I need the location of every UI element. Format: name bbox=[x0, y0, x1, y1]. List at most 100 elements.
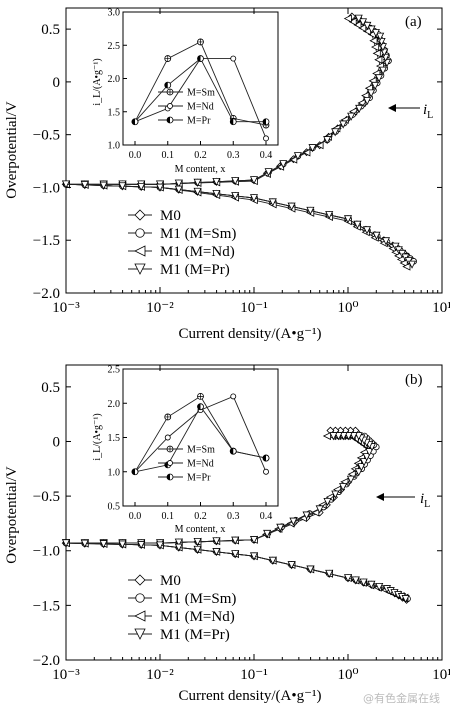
panel-a-label: (a) bbox=[405, 14, 422, 30]
data-point-shape bbox=[375, 582, 384, 592]
data-point-shape bbox=[374, 55, 383, 64]
inset-point bbox=[197, 55, 204, 62]
data-point bbox=[193, 545, 202, 554]
data-point bbox=[249, 176, 259, 185]
x-tick-label: 10⁻² bbox=[146, 300, 174, 316]
data-point bbox=[374, 55, 383, 64]
data-point bbox=[61, 539, 71, 548]
data-point bbox=[372, 49, 381, 58]
inset-point-shape bbox=[263, 135, 269, 142]
inset-x-tick-label: 0.4 bbox=[260, 511, 273, 522]
data-point-shape bbox=[401, 595, 410, 604]
data-point-shape bbox=[289, 517, 298, 526]
data-point bbox=[212, 189, 221, 199]
legend-marker bbox=[134, 263, 146, 275]
data-point bbox=[367, 89, 376, 98]
data-point bbox=[370, 43, 380, 52]
panel-b-il-arrowhead bbox=[376, 493, 384, 501]
data-point bbox=[155, 541, 165, 550]
inset-point-half bbox=[230, 118, 234, 125]
data-point-shape bbox=[249, 176, 259, 185]
data-point bbox=[359, 458, 369, 467]
legend-marker-shape bbox=[135, 593, 145, 603]
data-point bbox=[375, 74, 384, 83]
inset-x-tick-label: 0.0 bbox=[129, 150, 142, 161]
legend-label: M1 (M=Sm) bbox=[160, 226, 236, 242]
data-point-shape bbox=[212, 189, 221, 199]
panel-b-inset-xlabel: M content, x bbox=[175, 524, 226, 535]
legend-marker-shape bbox=[134, 610, 146, 622]
data-point-shape bbox=[293, 152, 302, 161]
inset-series-circle-half bbox=[131, 55, 270, 126]
data-point-shape bbox=[231, 550, 240, 559]
y-tick-label: −2.0 bbox=[33, 653, 60, 669]
legend-marker bbox=[134, 209, 146, 221]
inset-y-tick-label: 2.0 bbox=[108, 74, 121, 85]
y-tick-label: −1.5 bbox=[33, 233, 60, 249]
data-point-shape bbox=[80, 181, 89, 190]
panel-b-label: (b) bbox=[405, 372, 423, 388]
data-point bbox=[343, 14, 352, 23]
legend-marker bbox=[134, 628, 146, 640]
data-point-shape bbox=[174, 179, 183, 188]
data-point bbox=[367, 25, 376, 34]
legend-marker bbox=[135, 593, 145, 603]
data-point-shape bbox=[359, 458, 369, 467]
panel-b-inset: i_L/(A•g⁻¹) M content, x 0.5 1.0 1.5 2.0 2.5… bbox=[92, 365, 279, 535]
data-point bbox=[118, 540, 127, 549]
data-point bbox=[378, 66, 388, 75]
data-point-shape bbox=[369, 36, 378, 45]
data-point bbox=[249, 194, 259, 203]
inset-point bbox=[197, 392, 204, 400]
inset-point-shape bbox=[230, 393, 237, 400]
data-point-shape bbox=[367, 580, 376, 589]
panel-a-il-annotation: iL bbox=[388, 102, 433, 121]
curve-cathodic bbox=[65, 183, 414, 262]
panel-a-xlabel: Current density/(A•g⁻¹) bbox=[178, 326, 321, 342]
panel-b-inset-frame bbox=[122, 368, 279, 507]
data-point bbox=[346, 475, 355, 484]
inset-point bbox=[229, 447, 237, 455]
data-point-shape bbox=[118, 182, 127, 191]
data-point-shape bbox=[322, 431, 331, 441]
data-point-shape bbox=[363, 97, 372, 106]
data-point bbox=[363, 97, 372, 106]
data-point-shape bbox=[268, 556, 277, 565]
data-point bbox=[329, 432, 338, 441]
data-point-shape bbox=[343, 14, 352, 23]
inset-legend-label: M=Sm bbox=[187, 88, 215, 99]
data-point-shape bbox=[118, 540, 127, 549]
data-point-shape bbox=[323, 497, 332, 507]
data-point bbox=[401, 595, 410, 604]
y-tick-label: −0.5 bbox=[33, 128, 60, 144]
inset-y-tick-label: 2.0 bbox=[108, 399, 121, 410]
panel-b-curves bbox=[61, 426, 411, 604]
y-tick-label: −1.5 bbox=[33, 598, 60, 614]
data-point bbox=[325, 211, 334, 220]
y-tick-label: −0.5 bbox=[33, 489, 60, 505]
inset-y-tick-label: 3.0 bbox=[108, 8, 121, 19]
panel-b-inset-ylabel: i_L/(A•g⁻¹) bbox=[92, 413, 103, 460]
legend-marker-shape bbox=[134, 245, 146, 257]
data-point bbox=[362, 226, 372, 235]
inset-x-tick-label: 0.1 bbox=[162, 511, 175, 522]
data-point-shape bbox=[347, 112, 356, 121]
data-point-shape bbox=[359, 578, 368, 587]
data-point bbox=[325, 569, 334, 578]
data-point-shape bbox=[287, 202, 296, 211]
legend-marker-shape bbox=[135, 228, 145, 238]
inset-x-tick-label: 0.3 bbox=[227, 511, 240, 522]
data-point bbox=[174, 179, 183, 188]
inset-legend-marker bbox=[166, 116, 174, 124]
data-point bbox=[264, 168, 273, 177]
data-point bbox=[376, 32, 385, 41]
data-point-shape bbox=[315, 505, 324, 514]
panel-b-y-ticks: 0.5 0 −0.5 −1.0 −1.5 −2.0 bbox=[33, 380, 442, 669]
inset-point-half bbox=[197, 55, 201, 62]
data-point-shape bbox=[367, 25, 376, 34]
data-point bbox=[362, 453, 371, 462]
inset-point-shape bbox=[164, 434, 171, 441]
data-point bbox=[174, 538, 183, 547]
x-tick-label: 10⁻² bbox=[146, 667, 174, 683]
x-tick-label: 10⁻¹ bbox=[240, 667, 267, 683]
